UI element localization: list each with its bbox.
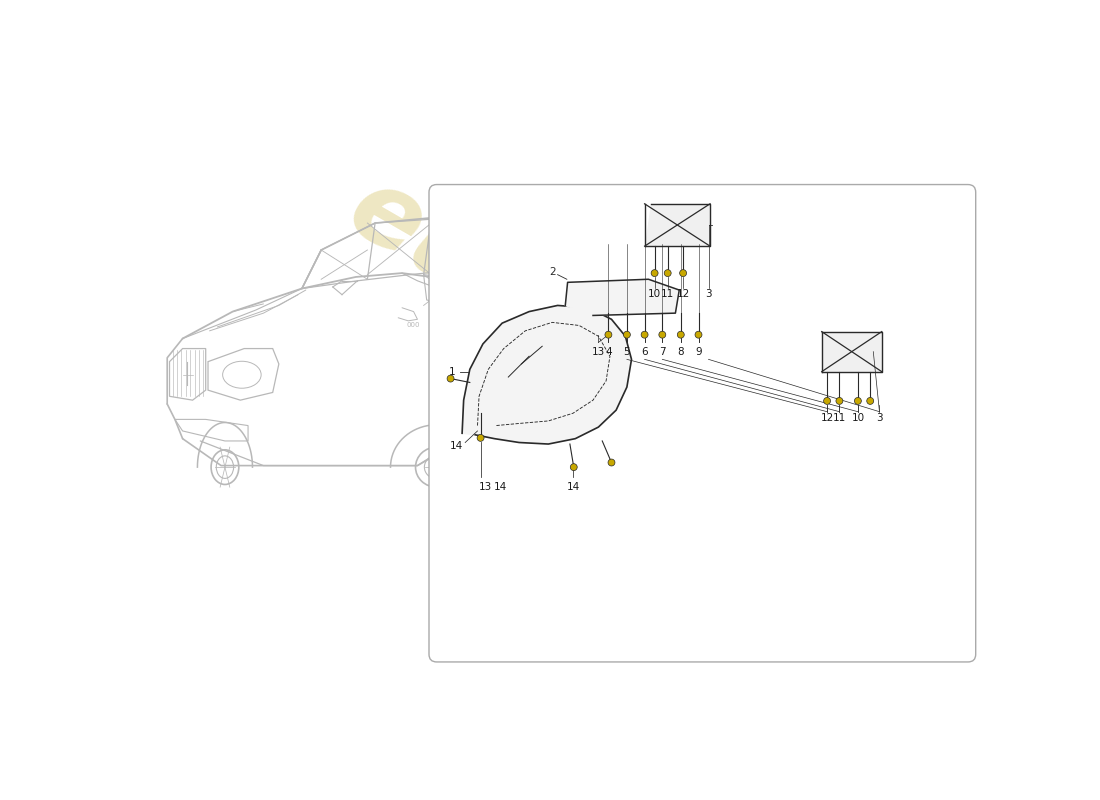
Text: 000: 000 xyxy=(407,322,420,329)
Circle shape xyxy=(678,331,684,338)
Polygon shape xyxy=(822,332,882,372)
Circle shape xyxy=(477,434,484,442)
Text: a passion for parts since 1985: a passion for parts since 1985 xyxy=(438,399,798,563)
Text: 3: 3 xyxy=(705,289,712,299)
Text: 6: 6 xyxy=(641,346,648,357)
Circle shape xyxy=(624,331,630,338)
Text: 14: 14 xyxy=(449,442,463,451)
Circle shape xyxy=(641,331,648,338)
Text: 14: 14 xyxy=(566,482,580,492)
Circle shape xyxy=(867,398,873,404)
Text: 11: 11 xyxy=(661,289,674,299)
FancyBboxPatch shape xyxy=(429,185,976,662)
Circle shape xyxy=(570,464,578,470)
Circle shape xyxy=(695,331,702,338)
Polygon shape xyxy=(645,204,711,246)
Circle shape xyxy=(608,459,615,466)
Text: eurospares: eurospares xyxy=(330,157,951,574)
Text: 7: 7 xyxy=(659,346,666,357)
Text: 4: 4 xyxy=(605,346,612,357)
Text: 12: 12 xyxy=(676,289,690,299)
Text: 13: 13 xyxy=(592,346,605,357)
Text: 10: 10 xyxy=(851,413,865,423)
Polygon shape xyxy=(462,306,631,444)
Text: 2: 2 xyxy=(549,266,556,277)
Text: 12: 12 xyxy=(821,413,834,423)
Circle shape xyxy=(659,331,666,338)
Text: 11: 11 xyxy=(833,413,846,423)
Text: 13: 13 xyxy=(478,482,492,492)
Circle shape xyxy=(824,398,830,404)
Text: 10: 10 xyxy=(648,289,661,299)
Text: 14: 14 xyxy=(494,482,507,492)
Text: 1: 1 xyxy=(449,366,455,377)
Circle shape xyxy=(855,398,861,404)
Text: 5: 5 xyxy=(624,346,630,357)
Circle shape xyxy=(605,331,612,338)
Text: 3: 3 xyxy=(876,413,883,423)
Circle shape xyxy=(447,375,454,382)
Circle shape xyxy=(664,270,671,277)
Text: 9: 9 xyxy=(695,346,702,357)
Circle shape xyxy=(680,270,686,277)
Circle shape xyxy=(651,270,658,277)
Circle shape xyxy=(836,398,843,404)
Text: 8: 8 xyxy=(678,346,684,357)
Polygon shape xyxy=(565,279,680,315)
